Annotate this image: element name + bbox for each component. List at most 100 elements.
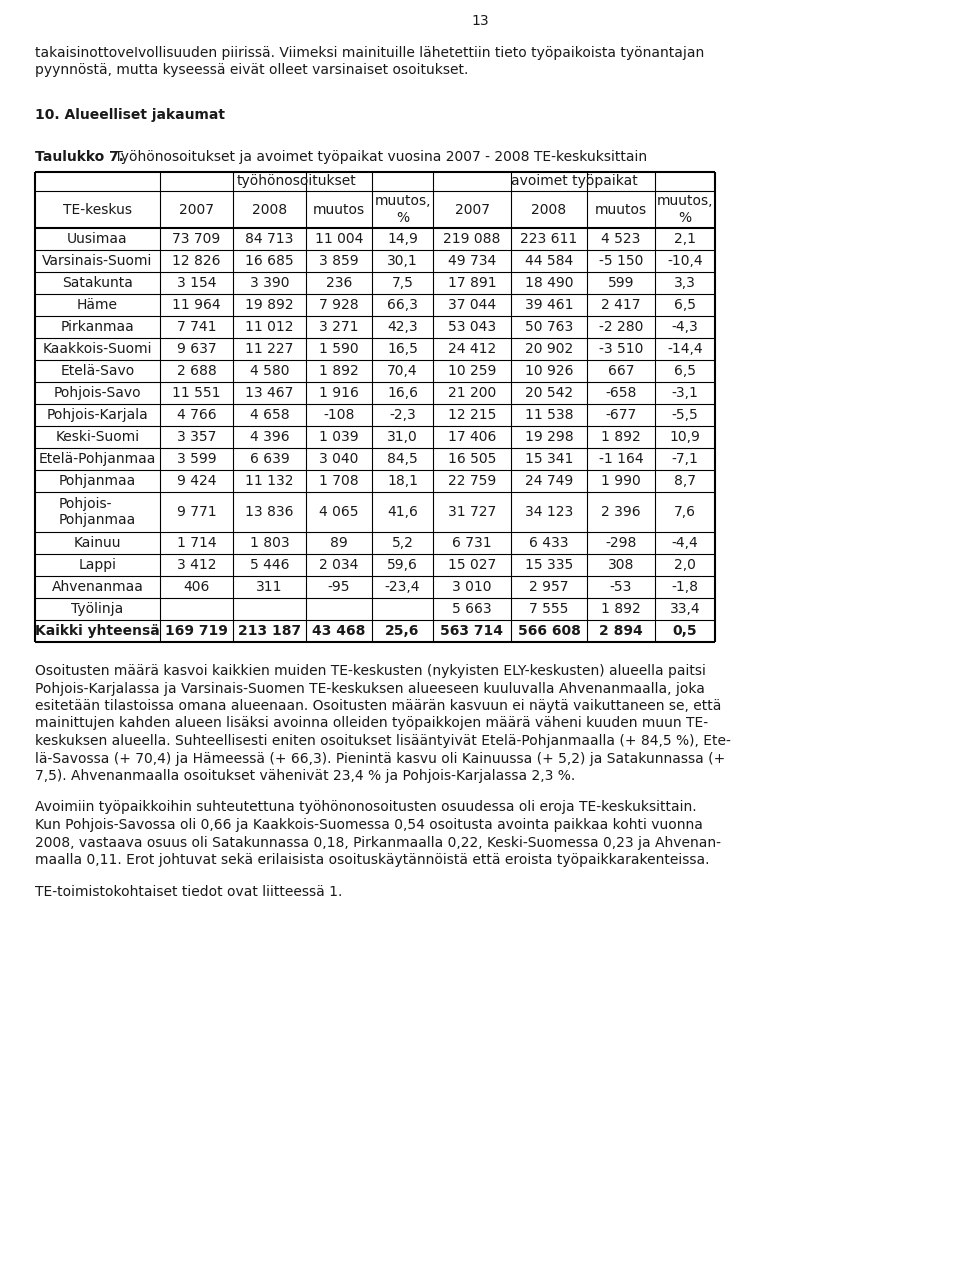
Text: 4 658: 4 658 <box>250 408 289 422</box>
Text: Avoimiin työpaikkoihin suhteutettuna työhönonosoitusten osuudessa oli eroja TE-k: Avoimiin työpaikkoihin suhteutettuna työ… <box>35 800 697 814</box>
Text: -14,4: -14,4 <box>667 342 703 356</box>
Text: 22 759: 22 759 <box>448 475 496 488</box>
Text: 213 187: 213 187 <box>238 623 301 639</box>
Text: Uusimaa: Uusimaa <box>67 232 128 246</box>
Text: 4 065: 4 065 <box>320 505 359 519</box>
Text: 2 688: 2 688 <box>177 363 216 379</box>
Text: 5 446: 5 446 <box>250 558 289 572</box>
Text: 12 215: 12 215 <box>447 408 496 422</box>
Text: muutos: muutos <box>595 202 647 217</box>
Text: 1 708: 1 708 <box>319 475 359 488</box>
Text: Ahvenanmaa: Ahvenanmaa <box>52 581 143 594</box>
Text: Etelä-Pohjanmaa: Etelä-Pohjanmaa <box>38 452 156 466</box>
Text: muutos,
%: muutos, % <box>657 194 713 225</box>
Text: -1 164: -1 164 <box>599 452 643 466</box>
Text: 2008: 2008 <box>252 202 287 217</box>
Text: Pohjois-
Pohjanmaa: Pohjois- Pohjanmaa <box>59 497 136 528</box>
Text: 3 271: 3 271 <box>320 321 359 334</box>
Text: 1 892: 1 892 <box>601 602 641 616</box>
Text: 3 390: 3 390 <box>250 276 289 290</box>
Text: Keski-Suomi: Keski-Suomi <box>56 430 139 444</box>
Text: 4 580: 4 580 <box>250 363 289 379</box>
Text: 6 433: 6 433 <box>529 536 568 550</box>
Text: 3 412: 3 412 <box>177 558 216 572</box>
Text: 6,5: 6,5 <box>674 363 696 379</box>
Text: 599: 599 <box>608 276 635 290</box>
Text: 49 734: 49 734 <box>448 254 496 268</box>
Text: 1 590: 1 590 <box>319 342 359 356</box>
Text: Kaikki yhteensä: Kaikki yhteensä <box>36 623 160 639</box>
Text: 17 406: 17 406 <box>447 430 496 444</box>
Text: 7,5: 7,5 <box>392 276 414 290</box>
Text: 1 803: 1 803 <box>250 536 289 550</box>
Text: 2007: 2007 <box>454 202 490 217</box>
Text: 10,9: 10,9 <box>669 430 701 444</box>
Text: Lappi: Lappi <box>79 558 116 572</box>
Text: 84 713: 84 713 <box>246 232 294 246</box>
Text: 3 040: 3 040 <box>320 452 359 466</box>
Text: 1 039: 1 039 <box>319 430 359 444</box>
Text: 25,6: 25,6 <box>385 623 420 639</box>
Text: 24 749: 24 749 <box>525 475 573 488</box>
Text: 89: 89 <box>330 536 348 550</box>
Text: Häme: Häme <box>77 298 118 312</box>
Text: mainittujen kahden alueen lisäksi avoinna olleiden työpaikkojen määrä väheni kuu: mainittujen kahden alueen lisäksi avoinn… <box>35 717 708 731</box>
Text: 16,5: 16,5 <box>387 342 418 356</box>
Text: 11 964: 11 964 <box>172 298 221 312</box>
Text: 50 763: 50 763 <box>525 321 573 334</box>
Text: 7,5). Ahvenanmaalla osoitukset vähenivät 23,4 % ja Pohjois-Karjalassa 2,3 %.: 7,5). Ahvenanmaalla osoitukset vähenivät… <box>35 769 575 782</box>
Text: 4 766: 4 766 <box>177 408 216 422</box>
Text: -5 150: -5 150 <box>599 254 643 268</box>
Text: takaisinottoveIvollisuuden piirissä. Viimeksi mainituille lähetettiin tieto työp: takaisinottoveIvollisuuden piirissä. Vii… <box>35 45 705 61</box>
Text: 44 584: 44 584 <box>525 254 573 268</box>
Text: Pohjois-Karjalassa ja Varsinais-Suomen TE-keskuksen alueeseen kuuluvalla Ahvenan: Pohjois-Karjalassa ja Varsinais-Suomen T… <box>35 681 705 695</box>
Text: -10,4: -10,4 <box>667 254 703 268</box>
Text: 11 012: 11 012 <box>245 321 294 334</box>
Text: 667: 667 <box>608 363 635 379</box>
Text: 3 859: 3 859 <box>319 254 359 268</box>
Text: Satakunta: Satakunta <box>62 276 132 290</box>
Text: 19 892: 19 892 <box>245 298 294 312</box>
Text: 15 341: 15 341 <box>525 452 573 466</box>
Text: työhönosoitukset: työhönosoitukset <box>236 174 356 188</box>
Text: -2 280: -2 280 <box>599 321 643 334</box>
Text: 16 685: 16 685 <box>245 254 294 268</box>
Text: Pohjois-Savo: Pohjois-Savo <box>54 386 141 400</box>
Text: 41,6: 41,6 <box>387 505 418 519</box>
Text: 16 505: 16 505 <box>447 452 496 466</box>
Text: 14,9: 14,9 <box>387 232 418 246</box>
Text: 73 709: 73 709 <box>173 232 221 246</box>
Text: lä-Savossa (+ 70,4) ja Hämeessä (+ 66,3). Pienintä kasvu oli Kainuussa (+ 5,2) j: lä-Savossa (+ 70,4) ja Hämeessä (+ 66,3)… <box>35 751 725 766</box>
Text: 1 892: 1 892 <box>319 363 359 379</box>
Text: 6 731: 6 731 <box>452 536 492 550</box>
Text: 43 468: 43 468 <box>312 623 366 639</box>
Text: 42,3: 42,3 <box>387 321 418 334</box>
Text: -53: -53 <box>610 581 633 594</box>
Text: 11 132: 11 132 <box>245 475 294 488</box>
Text: 10 926: 10 926 <box>525 363 573 379</box>
Text: -5,5: -5,5 <box>672 408 698 422</box>
Text: 13 467: 13 467 <box>246 386 294 400</box>
Text: 11 004: 11 004 <box>315 232 363 246</box>
Text: Etelä-Savo: Etelä-Savo <box>60 363 134 379</box>
Text: 31 727: 31 727 <box>448 505 496 519</box>
Text: 3,3: 3,3 <box>674 276 696 290</box>
Text: -2,3: -2,3 <box>389 408 416 422</box>
Text: -108: -108 <box>324 408 354 422</box>
Text: 21 200: 21 200 <box>448 386 496 400</box>
Text: 15 335: 15 335 <box>525 558 573 572</box>
Text: 9 424: 9 424 <box>177 475 216 488</box>
Text: 169 719: 169 719 <box>165 623 228 639</box>
Text: TE-toimistokohtaiset tiedot ovat liitteessä 1.: TE-toimistokohtaiset tiedot ovat liittee… <box>35 885 343 899</box>
Text: 8,7: 8,7 <box>674 475 696 488</box>
Text: 10. Alueelliset jakaumat: 10. Alueelliset jakaumat <box>35 109 225 122</box>
Text: 17 891: 17 891 <box>447 276 496 290</box>
Text: 7 555: 7 555 <box>529 602 568 616</box>
Text: -7,1: -7,1 <box>672 452 699 466</box>
Text: 2,1: 2,1 <box>674 232 696 246</box>
Text: muutos,
%: muutos, % <box>374 194 431 225</box>
Text: Taulukko 7.: Taulukko 7. <box>35 150 124 164</box>
Text: 31,0: 31,0 <box>387 430 418 444</box>
Text: 6 639: 6 639 <box>250 452 289 466</box>
Text: -3,1: -3,1 <box>672 386 699 400</box>
